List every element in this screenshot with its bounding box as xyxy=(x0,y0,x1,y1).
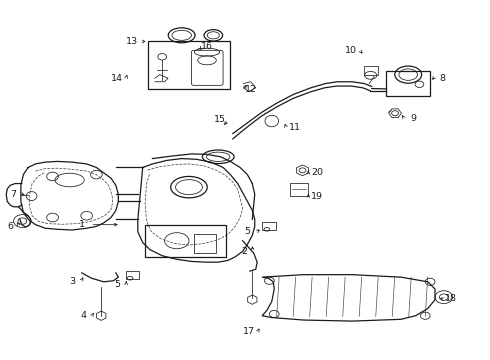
Text: 20: 20 xyxy=(311,168,323,177)
Text: 1: 1 xyxy=(79,220,85,229)
Text: 5: 5 xyxy=(114,280,121,289)
Text: 14: 14 xyxy=(111,74,123,83)
Text: 10: 10 xyxy=(345,46,357,55)
Text: 17: 17 xyxy=(243,327,255,336)
Text: 4: 4 xyxy=(80,311,86,320)
Text: 16: 16 xyxy=(201,41,213,50)
Text: 11: 11 xyxy=(289,123,301,132)
Text: 9: 9 xyxy=(410,114,416,123)
Text: 13: 13 xyxy=(126,37,138,46)
Text: 6: 6 xyxy=(7,222,13,231)
Text: 12: 12 xyxy=(245,85,257,94)
Text: 15: 15 xyxy=(214,116,226,125)
Text: 3: 3 xyxy=(69,277,75,286)
Text: 18: 18 xyxy=(444,294,457,303)
Text: 7: 7 xyxy=(11,190,17,199)
Text: 2: 2 xyxy=(241,247,247,256)
Text: 5: 5 xyxy=(245,227,250,236)
Text: 8: 8 xyxy=(440,74,445,83)
Text: 19: 19 xyxy=(311,192,323,201)
